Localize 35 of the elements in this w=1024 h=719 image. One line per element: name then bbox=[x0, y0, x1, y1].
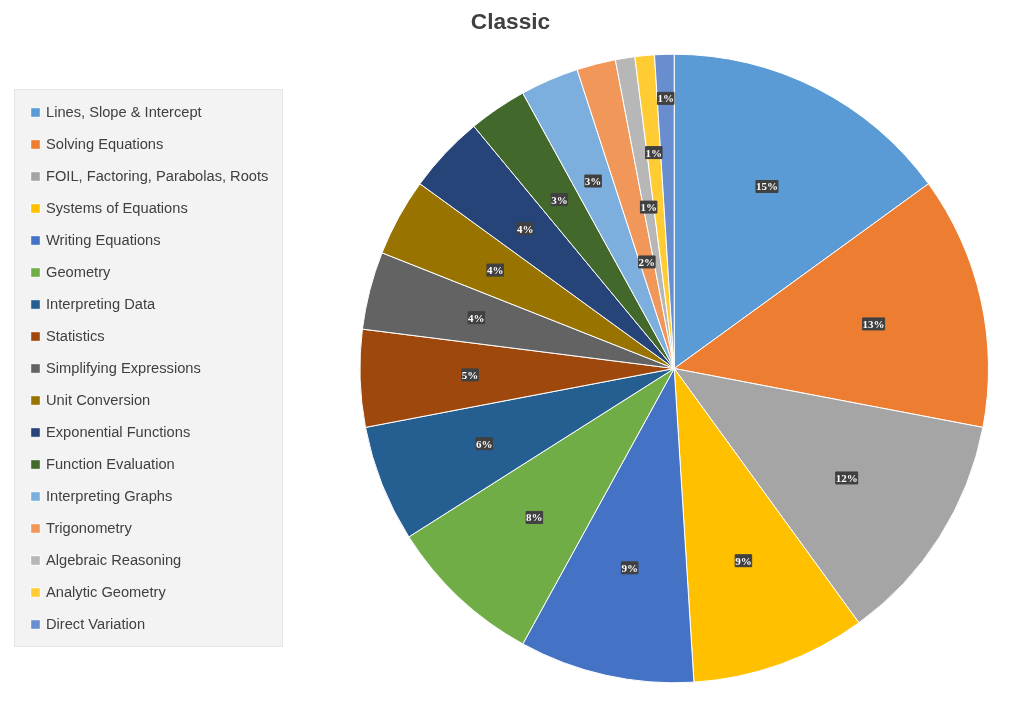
data-label: 8% bbox=[526, 511, 543, 524]
data-label: 12% bbox=[835, 471, 858, 484]
legend-label: Analytic Geometry bbox=[46, 584, 166, 600]
data-label: 13% bbox=[862, 317, 885, 330]
data-label: 5% bbox=[461, 368, 479, 381]
data-label: 4% bbox=[517, 222, 534, 235]
legend-label: Simplifying Expressions bbox=[46, 360, 201, 376]
data-label: 1% bbox=[645, 146, 663, 159]
data-label: 9% bbox=[621, 561, 638, 574]
data-label: 4% bbox=[468, 311, 485, 324]
data-label: 2% bbox=[638, 255, 656, 268]
data-label: 1% bbox=[657, 92, 674, 105]
chart-title: Classic bbox=[470, 7, 551, 34]
legend-label: Geometry bbox=[46, 264, 111, 280]
legend-label: Solving Equations bbox=[46, 136, 164, 152]
data-label: 1% bbox=[640, 201, 657, 214]
legend-label: Algebraic Reasoning bbox=[46, 552, 182, 568]
legend-label: FOIL, Factoring, Parabolas, Roots bbox=[46, 168, 269, 184]
legend-label: Statistics bbox=[46, 328, 105, 344]
legend-label: Unit Conversion bbox=[46, 392, 151, 408]
data-label: 9% bbox=[735, 554, 752, 567]
data-label: 15% bbox=[755, 180, 778, 193]
legend-label: Systems of Equations bbox=[46, 200, 188, 216]
legend-label: Interpreting Graphs bbox=[46, 488, 173, 504]
legend-label: Interpreting Data bbox=[46, 296, 156, 312]
legend-label: Direct Variation bbox=[46, 616, 146, 632]
data-label: 4% bbox=[486, 264, 504, 277]
data-label: 3% bbox=[584, 175, 602, 188]
legend-label: Lines, Slope & Intercept bbox=[46, 104, 202, 120]
legend-label: Trigonometry bbox=[46, 520, 132, 536]
legend-label: Function Evaluation bbox=[46, 456, 175, 472]
legend-label: Writing Equations bbox=[46, 232, 161, 248]
data-label: 3% bbox=[551, 193, 568, 206]
legend-label: Exponential Functions bbox=[46, 424, 191, 440]
data-label: 6% bbox=[476, 437, 493, 450]
